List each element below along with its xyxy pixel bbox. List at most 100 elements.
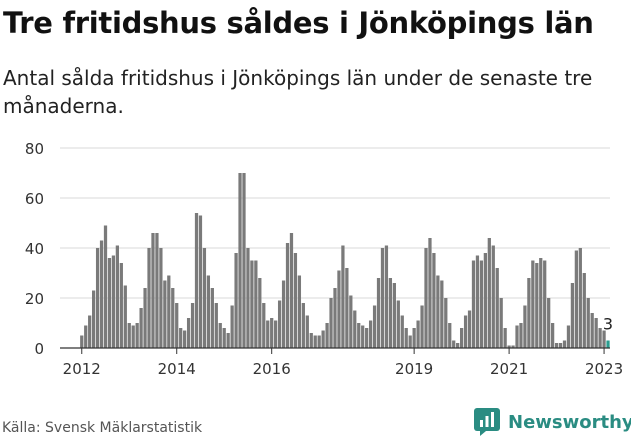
bar [404, 328, 408, 348]
bar [396, 300, 400, 348]
bar [388, 278, 393, 348]
bar [194, 213, 199, 348]
bar [206, 275, 211, 348]
bar [234, 253, 238, 348]
bar [456, 343, 460, 348]
bar [254, 260, 258, 348]
bar [436, 275, 440, 348]
bar [214, 303, 218, 348]
bar [305, 315, 309, 348]
highlighted-bar [606, 340, 610, 348]
bar [372, 305, 377, 348]
last-value-label: 3 [603, 315, 613, 334]
bar [222, 328, 226, 348]
bar [479, 260, 484, 348]
bar [361, 325, 365, 348]
bar [554, 343, 559, 348]
bar [440, 280, 444, 348]
y-tick-label: 80 [25, 140, 44, 158]
bar [432, 253, 436, 348]
bar [444, 298, 448, 348]
bar [301, 303, 305, 348]
bar [503, 328, 507, 348]
y-tick-label: 60 [25, 190, 44, 208]
bar [163, 280, 167, 348]
bar [519, 323, 523, 348]
newsworthy-logo-icon [474, 408, 500, 436]
bar [246, 248, 250, 348]
bar [527, 278, 531, 348]
bar [111, 255, 116, 348]
bar [471, 260, 476, 348]
bar [424, 248, 428, 348]
bar [475, 255, 480, 348]
bar [392, 283, 396, 348]
bar [258, 278, 262, 348]
bar [562, 340, 567, 348]
bar [270, 318, 274, 348]
y-tick-label: 0 [34, 340, 44, 358]
bar [143, 288, 147, 348]
x-tick-label: 2021 [490, 360, 528, 378]
bar [523, 305, 527, 348]
bar [131, 325, 135, 348]
bar [345, 268, 349, 348]
bar [507, 345, 511, 348]
bar [515, 325, 519, 348]
bar [171, 288, 175, 348]
bar [428, 238, 432, 348]
bar-chart: 0 20 40 60 80 2012 2014 2016 2019 2021 2023 3 [25, 140, 623, 378]
bar [123, 285, 127, 348]
bar [95, 248, 100, 348]
bar [535, 263, 539, 348]
bar [483, 253, 487, 348]
bar [337, 270, 341, 348]
bar [107, 258, 112, 348]
bar [147, 248, 151, 348]
bar [574, 250, 578, 348]
bar [103, 225, 108, 348]
bar [293, 253, 298, 348]
bar [226, 333, 230, 348]
y-tick-label: 40 [25, 240, 44, 258]
bar [139, 308, 143, 348]
bar [357, 323, 361, 348]
chart-title: Tre fritidshus såldes i Jönköpings län [3, 6, 594, 40]
bar [250, 260, 254, 348]
bar [277, 300, 282, 348]
bar [543, 260, 547, 348]
bar [487, 238, 491, 348]
bar [127, 323, 131, 348]
bar [266, 320, 270, 348]
bar [495, 268, 499, 348]
bar [341, 245, 345, 348]
bar [400, 315, 404, 348]
bar [262, 303, 266, 348]
bar [380, 248, 385, 348]
bar [420, 305, 424, 348]
bar [594, 318, 598, 348]
bar [349, 295, 353, 348]
bar [463, 315, 468, 348]
bar [365, 328, 369, 348]
bar [242, 173, 246, 348]
bar [281, 280, 286, 348]
bar [297, 275, 302, 348]
bar [84, 325, 88, 348]
bar [155, 233, 159, 348]
bar [183, 330, 187, 348]
bar [274, 320, 278, 348]
bar [198, 215, 203, 348]
source-note: Källa: Svensk Mäklarstatistik [2, 420, 203, 436]
bar [285, 243, 290, 348]
x-tick-label: 2014 [158, 360, 196, 378]
y-tick-label: 20 [25, 290, 44, 308]
bar [368, 320, 373, 348]
bar [190, 303, 195, 348]
bar [566, 325, 571, 348]
bar [317, 335, 321, 348]
bar [99, 240, 104, 348]
x-tick-label: 2023 [585, 360, 623, 378]
bar [353, 310, 357, 348]
x-tick-label: 2012 [63, 360, 101, 378]
